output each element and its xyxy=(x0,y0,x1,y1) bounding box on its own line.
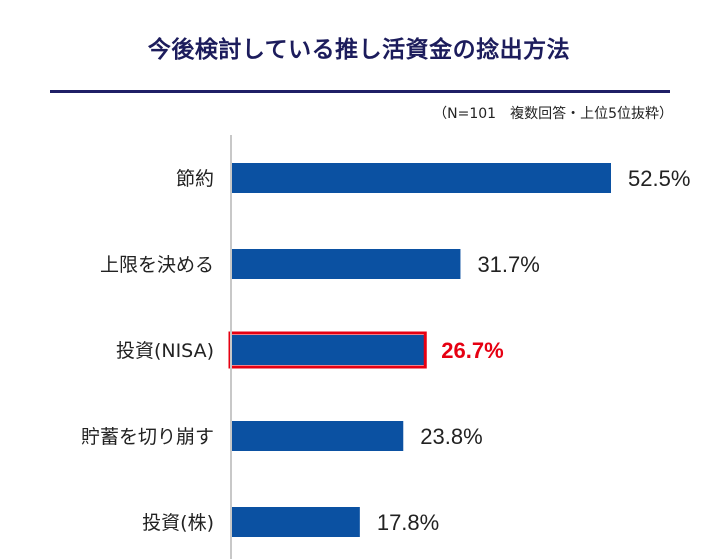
bar-2 xyxy=(231,335,425,365)
category-label-1: 上限を決める xyxy=(100,254,214,276)
category-label-4: 投資(株) xyxy=(142,512,214,534)
value-label-4: 17.8% xyxy=(377,510,439,535)
sample-note: （N=101 複数回答・上位5位抜粋） xyxy=(433,106,673,122)
bar-4 xyxy=(231,507,360,537)
value-label-0: 52.5% xyxy=(628,166,690,191)
bar-3 xyxy=(231,421,404,451)
value-label-2: 26.7% xyxy=(441,338,503,363)
bar-0 xyxy=(231,163,611,193)
title-underline xyxy=(50,90,670,93)
value-label-1: 31.7% xyxy=(477,252,539,277)
bars-layer: 節約 52.5% 上限を決める 31.7% 投資(NISA) 26.7% 貯蓄を切り崩す 23… xyxy=(81,163,690,537)
bar-1 xyxy=(231,249,461,279)
category-label-0: 節約 xyxy=(176,168,214,190)
category-label-2: 投資(NISA) xyxy=(116,340,214,362)
category-label-3: 貯蓄を切り崩す xyxy=(81,426,214,448)
value-label-3: 23.8% xyxy=(420,424,482,449)
chart-title: 今後検討している推し活資金の捻出方法 xyxy=(147,37,571,63)
